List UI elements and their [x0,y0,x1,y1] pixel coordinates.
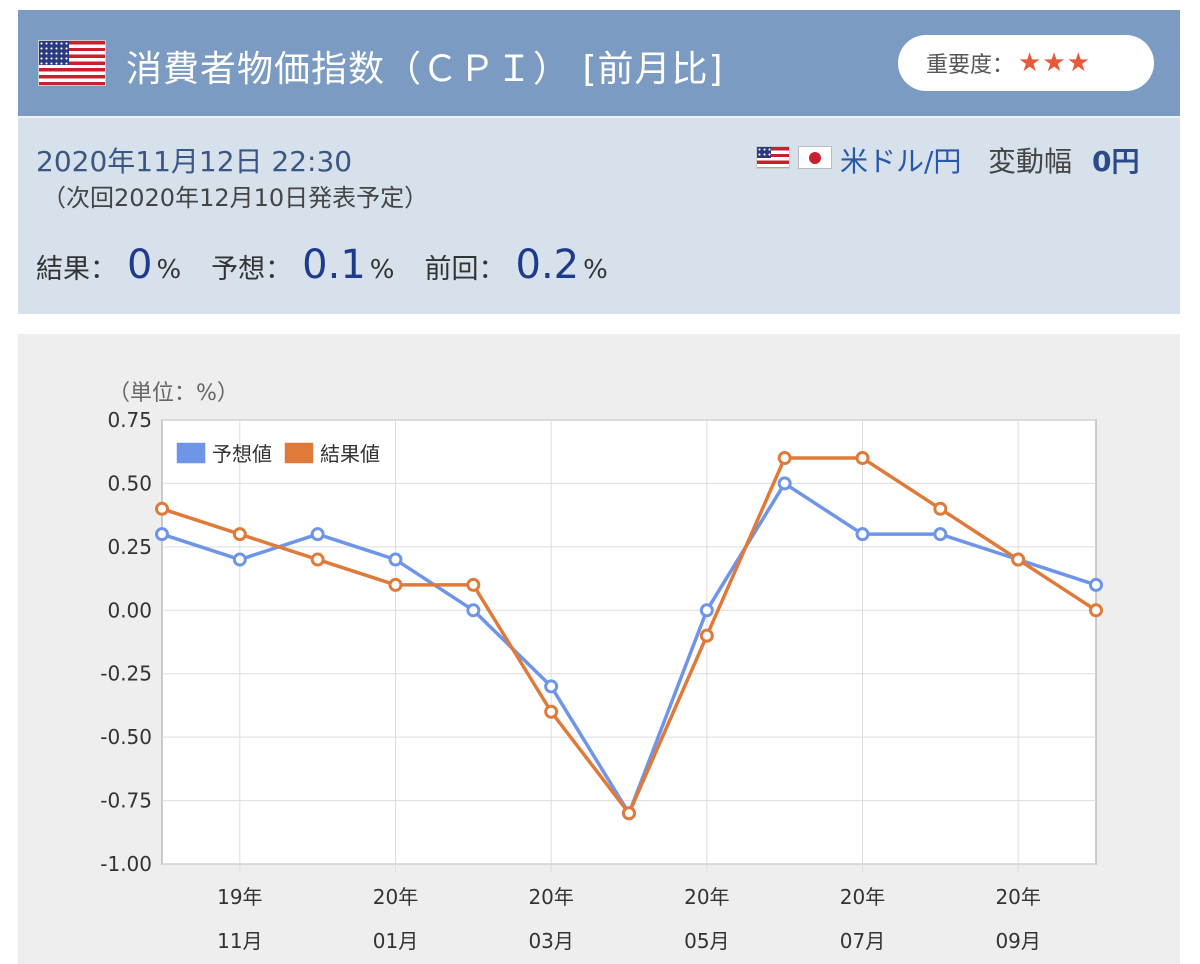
series-2-point [388,577,403,592]
forecast-value: 0.1 [302,242,366,288]
volatility-value: 0円 [1092,145,1140,178]
x-tick-year: 20年 [840,885,885,909]
importance-label: 重要度： [926,53,1015,78]
currency-pair-flags [756,146,832,169]
forecast-label: 予想： [211,254,293,285]
indicator-title: 消費者物価指数（ＣＰＩ） [前月比] [126,49,724,90]
series-1-point [933,527,948,542]
series-2-point [622,806,636,821]
series-1-point [388,552,403,567]
y-tick-label: -0.75 [100,789,152,813]
result-value: 0 [127,242,153,288]
x-tick-month: 11月 [217,929,262,953]
x-tick-year: 19年 [217,885,262,909]
series-2-point [544,704,559,719]
series-2-point [1089,603,1103,618]
x-tick-month: 05月 [684,929,729,953]
y-tick-label: -1.00 [100,852,152,876]
y-tick-label: 0.50 [107,471,152,495]
x-tick-year: 20年 [528,885,573,909]
indicator-header: 消費者物価指数（ＣＰＩ） [前月比] 重要度： ★★★ [18,10,1180,116]
x-tick-year: 20年 [373,885,418,909]
y-tick-label: 0.25 [107,535,152,559]
volatility-label: 変動幅 [988,145,1073,178]
series-2-point [699,628,714,643]
series-1-point [1089,577,1103,592]
series-2-point [466,577,481,592]
series-1-point [155,527,169,542]
result-label: 結果： [36,254,117,285]
jp-flag-icon [798,146,832,169]
x-tick-year: 20年 [684,885,729,909]
series-1-point [466,603,481,618]
x-tick-month: 07月 [840,929,885,953]
y-tick-label: 0.00 [107,598,152,622]
y-tick-label: 0.75 [107,408,152,432]
release-date: 2020年11月12日 22:30 [36,145,353,178]
series-1-point [232,552,247,567]
legend-swatch-2 [283,441,315,465]
y-tick-label: -0.25 [100,662,152,686]
series-1-point [310,527,325,542]
legend-label-1: 予想値 [212,442,272,466]
previous-unit: % [583,255,608,285]
release-stats: 結果： 0 % 予想： 0.1 % 前回： 0.2 % [36,242,638,288]
series-1-point [855,527,870,542]
series-1-point [544,679,559,694]
series-2-point [232,527,247,542]
series-2-point [155,501,169,516]
us-flag-icon [38,40,106,86]
series-2-point [1011,552,1026,567]
release-info: 2020年11月12日 22:30 （次回2020年12月10日発表予定） 米ド… [18,116,1180,314]
previous-value: 0.2 [515,242,580,288]
series-1-point [777,476,792,491]
legend-label-2: 結果値 [320,442,380,466]
legend-swatch-1 [175,441,207,465]
series-2-point [933,501,948,516]
cpi-line-chart: （単位：%） 0.75 0.50 0.25 0.00 -0.25 -0.50 -0.75 -1… [100,381,1103,953]
forecast-unit: % [369,255,395,285]
series-2-point [855,451,870,466]
y-tick-label: -0.50 [100,725,152,749]
us-flag-icon [756,146,790,169]
plot-area [161,419,1097,865]
currency-pair-link[interactable]: 米ドル/円 [840,145,962,178]
series-2-point [310,552,325,567]
series-1-point [699,603,714,618]
next-release: （次回2020年12月10日発表予定） [42,184,429,212]
x-tick-month: 03月 [528,929,573,953]
unit-label: （単位：%） [108,381,239,406]
x-tick-month: 01月 [373,929,418,953]
importance-badge: 重要度： ★★★ [898,35,1154,91]
importance-stars: ★★★ [1018,48,1091,78]
x-tick-month: 09月 [995,929,1040,953]
result-unit: % [156,255,182,285]
previous-label: 前回： [424,254,506,285]
x-tick-year: 20年 [995,885,1040,909]
series-2-point [777,451,792,466]
chart-panel: （単位：%） 0.75 0.50 0.25 0.00 -0.25 -0.50 -0.75 -1… [18,334,1180,964]
